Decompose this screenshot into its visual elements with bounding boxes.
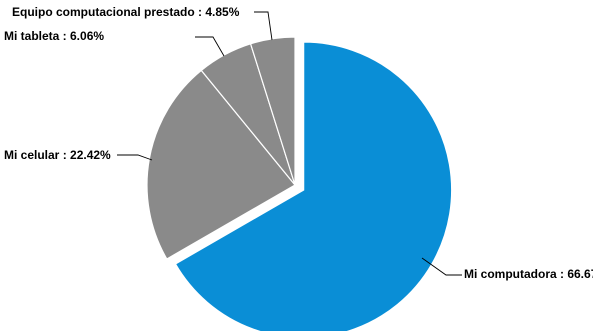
leader-line (254, 11, 273, 41)
slice-label: Mi celular : 22.42% (4, 148, 111, 162)
slice-label: Mi computadora : 66.67% (464, 267, 593, 281)
leader-line (421, 257, 462, 276)
leader-line (195, 36, 225, 57)
leader-line (117, 154, 153, 161)
pie-slice-mi-computadora (174, 41, 453, 331)
pie-slice-mi-celular (146, 69, 296, 260)
pie-slice-equipo-computacional-prestado (249, 36, 296, 186)
slice-label: Equipo computacional prestado : 4.85% (12, 5, 240, 19)
slice-label: Mi tableta : 6.06% (4, 29, 104, 43)
slice-labels: Mi computadora : 66.67% Mi celular : 22.4… (4, 5, 593, 281)
pie-slices (146, 36, 453, 331)
leader-lines (117, 11, 462, 276)
